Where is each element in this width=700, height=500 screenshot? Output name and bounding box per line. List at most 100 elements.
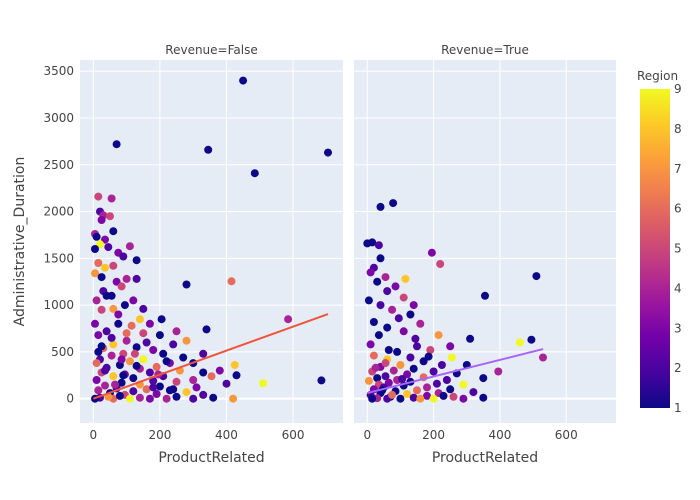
data-point — [199, 390, 208, 399]
data-point — [368, 394, 377, 403]
data-point — [424, 352, 433, 361]
data-point — [383, 287, 392, 296]
data-point — [107, 351, 116, 360]
data-point — [94, 259, 103, 267]
x-tick-label: 200 — [148, 428, 171, 442]
y-tick-label: 0 — [66, 392, 74, 406]
data-point — [364, 296, 373, 305]
data-point — [149, 346, 158, 354]
data-point — [91, 319, 99, 328]
y-tick-label: 1000 — [43, 298, 74, 312]
data-point — [106, 212, 114, 221]
data-point — [446, 385, 455, 394]
data-point — [374, 331, 383, 340]
facet-panel-1: 0 200 400 600 0 500 1000 1500 2000 2500 3000 3500 — [43, 60, 343, 442]
data-point — [376, 301, 385, 310]
data-point — [102, 291, 111, 300]
colorbar-tick-label: 3 — [674, 321, 682, 335]
facet-panel-2: 0 200 400 600 — [354, 60, 616, 442]
data-point — [230, 361, 239, 369]
x-tick-label: 600 — [555, 428, 578, 442]
x-tick-label: 0 — [89, 428, 97, 442]
data-point — [101, 263, 109, 272]
data-point — [368, 238, 377, 247]
data-point — [427, 248, 436, 257]
facet-title: Revenue=False — [165, 43, 257, 57]
data-point — [366, 340, 375, 349]
data-point — [172, 327, 181, 336]
data-point — [182, 280, 191, 289]
data-point — [436, 260, 445, 268]
data-point — [117, 282, 126, 291]
data-point — [159, 349, 168, 358]
data-point — [396, 361, 405, 369]
data-point — [413, 342, 421, 351]
data-point — [381, 359, 390, 368]
facet-title: Revenue=True — [441, 43, 529, 57]
data-point — [169, 385, 178, 394]
data-point — [101, 235, 109, 244]
data-point — [207, 372, 216, 381]
data-point — [132, 361, 141, 370]
data-point — [199, 368, 208, 377]
data-point — [129, 374, 138, 383]
data-point — [172, 377, 181, 386]
colorbar-tick-label: 7 — [674, 162, 682, 176]
data-point — [179, 353, 188, 362]
data-point — [479, 374, 488, 383]
y-tick-label: 2500 — [43, 158, 74, 172]
data-point — [398, 375, 407, 383]
data-point — [92, 232, 101, 241]
data-point — [399, 327, 408, 336]
data-point — [129, 387, 138, 396]
data-point — [129, 296, 138, 305]
data-point — [97, 342, 106, 351]
data-point — [411, 334, 420, 343]
data-point — [229, 394, 238, 403]
data-point — [393, 347, 402, 356]
data-point — [120, 301, 129, 310]
colorbar-gradient — [640, 89, 670, 408]
data-point — [94, 192, 103, 201]
data-point — [515, 338, 524, 347]
data-point — [107, 194, 116, 203]
data-point — [222, 379, 231, 388]
colorbar-title: Region — [637, 69, 678, 83]
data-point — [413, 386, 421, 395]
data-point — [182, 388, 191, 397]
data-point — [389, 366, 398, 375]
data-point — [152, 390, 161, 398]
data-point — [539, 353, 547, 362]
data-point — [107, 333, 116, 342]
data-point — [109, 372, 118, 381]
trendline — [367, 348, 544, 395]
y-axis-title: Administrative_Duration — [12, 157, 28, 327]
data-point — [409, 393, 418, 402]
data-point — [416, 394, 425, 403]
data-point — [152, 362, 161, 371]
data-point — [102, 327, 111, 336]
data-point — [145, 394, 154, 403]
data-point — [125, 357, 134, 366]
data-point — [391, 282, 400, 291]
x-tick-label: 0 — [363, 428, 371, 442]
data-point — [419, 357, 428, 366]
data-point — [117, 355, 126, 364]
data-point — [232, 371, 241, 380]
data-point — [119, 252, 128, 261]
data-point — [317, 376, 326, 385]
data-point — [284, 315, 293, 324]
data-point — [449, 392, 458, 401]
data-point — [215, 366, 224, 375]
data-point — [381, 273, 390, 282]
x-axis-title: ProductRelated — [158, 450, 264, 466]
data-point — [204, 145, 213, 154]
data-point — [189, 376, 198, 384]
trendline — [92, 313, 329, 400]
data-point — [389, 199, 398, 208]
data-point — [396, 394, 405, 403]
data-point — [416, 319, 425, 328]
data-point — [139, 355, 148, 364]
data-point — [142, 338, 151, 347]
data-point — [115, 391, 124, 400]
